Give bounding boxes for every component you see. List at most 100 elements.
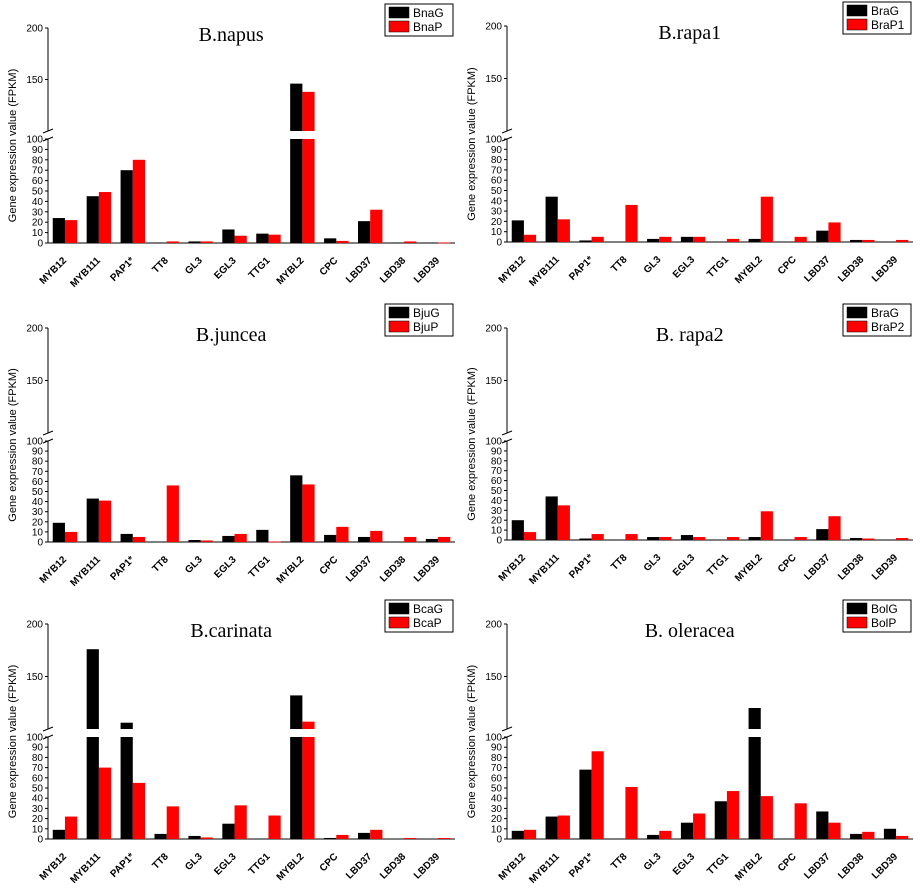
chart-title: B.napus: [199, 24, 264, 46]
bar-brag-mybl2: [748, 238, 761, 242]
x-tick-label: EGL3: [212, 554, 239, 581]
y-tick-label: 30: [32, 207, 44, 218]
bar-bolp-myb12: [523, 829, 537, 839]
bar-bnag-myb12: [52, 218, 65, 243]
bar-bjug-egl3: [222, 535, 235, 542]
legend-label-bolg: BolG: [871, 602, 898, 616]
x-tick-label: MYBL2: [733, 254, 765, 286]
bar-bjug-pap1: [120, 533, 133, 542]
y-tick-label: 100: [485, 437, 502, 448]
bar-brap2-myb111: [557, 505, 570, 540]
x-tick-label: EGL3: [671, 851, 698, 878]
y-tick-label: 40: [32, 197, 44, 208]
bar-bcag-mybl2-upper: [290, 695, 303, 729]
bar-bolg-lbd37: [816, 811, 829, 839]
bar-bnap-myb111: [98, 192, 112, 243]
bar-brag-myb12: [511, 220, 524, 242]
bar-bcap-tt8: [166, 806, 179, 839]
bar-bjup-egl3: [234, 533, 247, 542]
bar-bcap-lbd37: [370, 829, 383, 839]
legend-swatch-bnag: [388, 6, 410, 19]
x-tick-label: CPC: [318, 554, 341, 577]
y-tick-label: 200: [26, 324, 43, 335]
bar-bcag-egl3: [222, 823, 235, 839]
y-tick-label: 30: [32, 507, 44, 518]
x-tick-label: GL3: [183, 255, 205, 277]
bar-bjup-lbd39: [438, 536, 451, 542]
y-tick-label: 200: [26, 24, 43, 35]
x-tick-label: LBD39: [412, 851, 442, 881]
x-tick-label: MYB111: [527, 254, 562, 289]
legend-label-bnag: BnaG: [413, 6, 444, 20]
legend-swatch-brag: [846, 306, 868, 319]
y-tick-label: 10: [32, 228, 44, 239]
bar-bolg-myb12: [511, 830, 524, 839]
x-tick-label: TT8: [609, 552, 630, 573]
y-tick-label: 50: [32, 487, 44, 498]
bar-brag-gl3: [647, 238, 660, 242]
axis-break-mark: [42, 430, 54, 436]
x-tick-label: MYB111: [527, 552, 562, 587]
bar-bolp-lbd39: [896, 835, 909, 839]
bar-bnag-cpc: [324, 238, 337, 243]
x-tick-label: MYBL2: [275, 554, 307, 586]
bar-bnag-mybl2-upper: [290, 83, 303, 131]
bar-bcag-pap1: [120, 737, 133, 839]
x-tick-label: EGL3: [671, 254, 698, 281]
bar-bjug-tt8: [154, 541, 167, 543]
bar-bolg-myb111: [545, 816, 558, 839]
y-tick-label: 0: [37, 239, 43, 250]
bar-bolg-lbd38: [850, 833, 863, 839]
legend-swatch-brag: [846, 4, 868, 17]
legend-label-brag: BraG: [871, 4, 899, 18]
y-tick-label: 200: [485, 324, 502, 335]
bar-brag-lbd39: [883, 241, 897, 243]
x-tick-label: MYB12: [38, 554, 70, 586]
legend-swatch-bolp: [846, 616, 868, 629]
axis-break-mark: [501, 726, 513, 732]
y-tick-label: 50: [491, 784, 503, 795]
bar-brag-myb111: [545, 496, 558, 540]
y-tick-label: 80: [32, 457, 44, 468]
bar-bolp-lbd38: [862, 831, 875, 839]
x-tick-label: TT8: [609, 851, 630, 872]
y-tick-label: 70: [491, 763, 503, 774]
bar-bcag-ttg1: [256, 838, 269, 840]
y-axis-label: Gene expression value (FPKM): [466, 67, 478, 220]
bar-bjup-mybl2: [302, 484, 315, 542]
y-tick-label: 90: [32, 447, 44, 458]
y-tick-label: 150: [485, 376, 502, 387]
bar-bcag-mybl2: [290, 737, 303, 839]
x-tick-label: GL3: [642, 851, 664, 873]
bar-bcap-egl3: [234, 805, 247, 839]
bar-bnap-egl3: [234, 235, 247, 243]
y-tick-label: 70: [32, 467, 44, 478]
y-tick-label: 80: [32, 753, 44, 764]
x-tick-label: MYB111: [68, 851, 103, 886]
bar-bcap-cpc: [336, 834, 349, 839]
x-tick-label: CPC: [776, 851, 799, 874]
bar-brag-lbd39: [883, 539, 897, 541]
bar-bolg-gl3: [647, 834, 660, 839]
bar-bjup-gl3: [200, 540, 213, 542]
bar-bolg-pap1: [579, 769, 592, 839]
y-tick-label: 20: [32, 517, 44, 528]
x-tick-label: TT8: [150, 554, 171, 575]
y-axis-label: Gene expression value (FPKM): [466, 665, 478, 818]
y-tick-label: 90: [32, 743, 44, 754]
bar-bnap-pap1: [132, 159, 146, 243]
bar-brap1-ttg1: [726, 238, 740, 242]
y-tick-label: 10: [32, 527, 44, 538]
bar-bcap-myb12: [64, 816, 78, 839]
bar-bcag-gl3: [188, 835, 201, 839]
x-tick-label: PAP1*: [108, 554, 137, 583]
bar-brap2-tt8: [625, 534, 638, 540]
bar-bnag-tt8: [154, 242, 167, 244]
x-tick-label: MYB111: [68, 554, 103, 589]
x-tick-label: EGL3: [212, 255, 239, 282]
